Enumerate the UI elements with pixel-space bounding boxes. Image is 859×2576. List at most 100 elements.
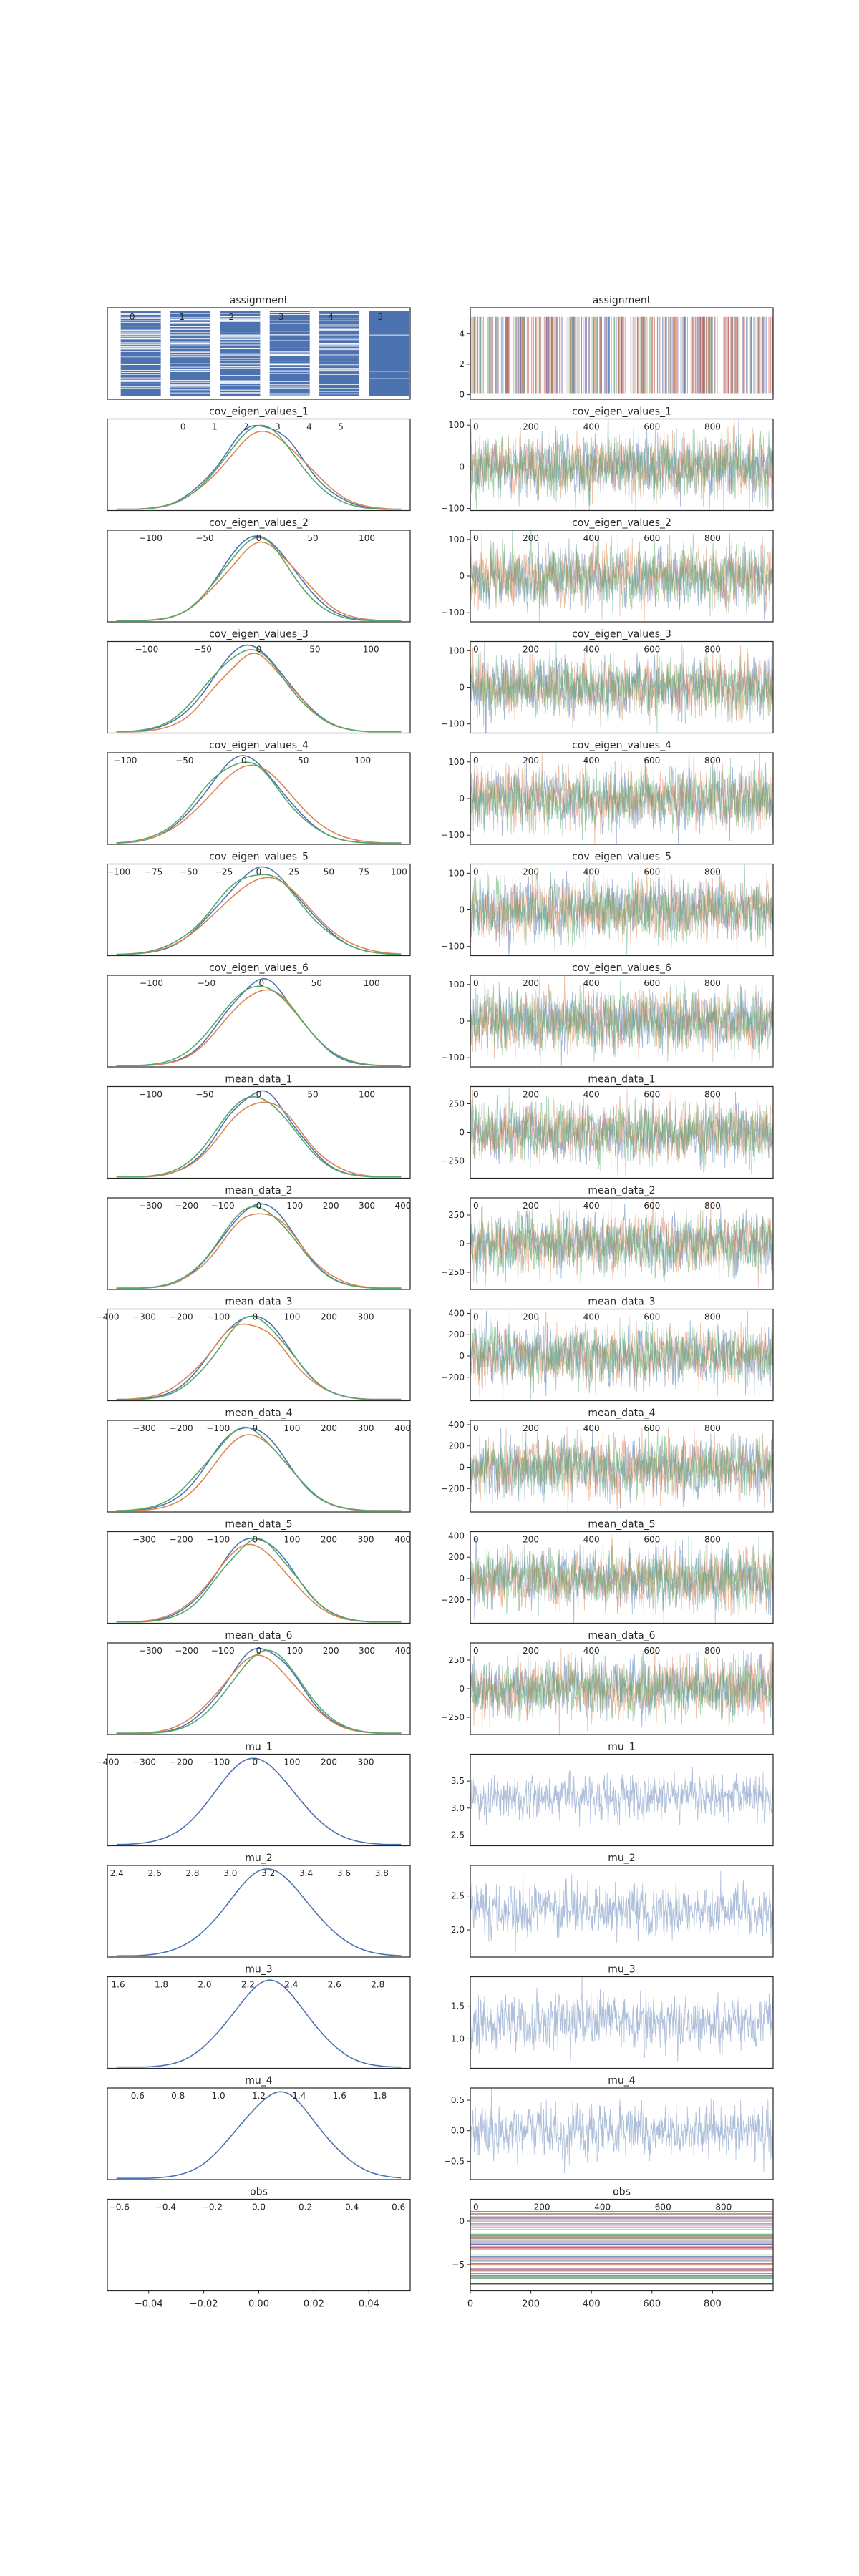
left-panel-cov_eigen_values_5: cov_eigen_values_5 −100 −75 −50 −25 0 25 50 75 10… — [107, 852, 411, 957]
left-xtick-label: 300 — [359, 1201, 375, 1211]
right-ytick-label: 250 — [448, 1099, 465, 1109]
right-xtick-label: 600 — [644, 1535, 660, 1545]
kde-line-chain_1 — [116, 644, 402, 733]
left-xtick-label: 5 — [378, 312, 384, 322]
right-xtick-label: 600 — [644, 1201, 660, 1211]
right-panel-cov_eigen_values_3: cov_eigen_values_3 100 0 −100 0 200 400 600 800 — [441, 629, 774, 734]
kde-line-chain_1 — [116, 866, 402, 955]
left-xtick-label: 1.6 — [333, 2091, 346, 2101]
left-panel-title: obs — [250, 2187, 268, 2198]
kde-line-chain_1 — [116, 1647, 402, 1734]
left-xtick-label: 0 — [253, 1757, 258, 1767]
right-xtick-label: 0 — [473, 1090, 479, 1100]
right-panel-data — [470, 1309, 773, 1400]
right-ytick-label: 0 — [459, 2216, 465, 2226]
right-panel-title: cov_eigen_values_3 — [572, 629, 671, 640]
right-panel-title: mu_3 — [608, 1964, 635, 1976]
left-xtick-label: −100 — [211, 1646, 235, 1656]
right-xtick-label: 200 — [523, 978, 539, 988]
right-ytick-label: 100 — [448, 645, 465, 655]
right-xtick-label: 200 — [523, 1423, 539, 1433]
right-xtick-label: 600 — [644, 978, 660, 988]
left-xtick-label: 50 — [307, 533, 318, 543]
right-xtick-label: 600 — [644, 1090, 660, 1100]
right-ytick-label: 0 — [459, 1239, 465, 1249]
left-xtick-label: 1.0 — [212, 2091, 225, 2101]
left-xtick-label: 200 — [321, 1535, 337, 1545]
right-xtick-label: 800 — [704, 1201, 721, 1211]
right-panel-data — [470, 864, 773, 956]
left-xtick-label: 2.8 — [371, 1980, 384, 1990]
right-xtick-label: 600 — [644, 645, 660, 655]
kde-line-chain_3 — [116, 537, 402, 622]
trace-line-chain_3 — [470, 864, 773, 955]
left-panel-frame — [107, 752, 411, 845]
left-xtick-label: −50 — [180, 867, 198, 877]
right-xtick-label: 400 — [583, 978, 600, 988]
left-panel-mu_3: mu_3 1.6 1.8 2.0 2.2 2.4 2.6 2.8 — [107, 1964, 411, 2069]
right-ytick-label: 0 — [459, 794, 465, 804]
kde-line-chain_2 — [116, 1434, 402, 1511]
left-xtick-label: 3.8 — [375, 1868, 389, 1878]
left-top-xtick-label: 0.2 — [299, 2202, 312, 2212]
right-panel-title: obs — [613, 2187, 631, 2198]
right-ytick-label: −100 — [441, 608, 465, 618]
right-xtick-label: 400 — [583, 645, 600, 655]
left-xtick-label: 5 — [338, 422, 344, 432]
left-xtick-label: 1.2 — [252, 2091, 266, 2101]
left-xtick-label: 0 — [259, 978, 265, 988]
trace-line-chain_3 — [470, 1088, 773, 1176]
left-xtick-label: 100 — [391, 867, 407, 877]
right-ytick-label: 0 — [459, 571, 465, 581]
left-panel-frame — [107, 640, 411, 734]
kde-line-chain_1 — [116, 1315, 402, 1400]
left-xtick-label: 75 — [359, 867, 369, 877]
right-panel-mean_data_6: mean_data_6 250 0 −250 0 200 400 600 800 — [441, 1630, 774, 1735]
left-xtick-label: 4 — [306, 422, 312, 432]
left-panel-frame — [107, 1642, 411, 1735]
right-panel-title: cov_eigen_values_4 — [572, 740, 671, 751]
right-ytick-label: 0.5 — [451, 2095, 465, 2105]
right-panel-mean_data_3: mean_data_3 400 200 0 −200 0 200 400 600 800 — [441, 1297, 774, 1402]
left-xtick-label: 100 — [283, 1757, 300, 1767]
right-panel-title: mean_data_4 — [588, 1407, 655, 1419]
kde-line-chain_3 — [116, 1538, 402, 1623]
right-xtick-label: 200 — [523, 1312, 539, 1322]
left-panel-title: cov_eigen_values_2 — [209, 517, 309, 529]
trace-line-chain_1 — [470, 532, 773, 620]
left-xtick-label: 100 — [359, 533, 375, 543]
left-xtick-label: 3.0 — [223, 1868, 237, 1878]
right-xtick-label: 0 — [473, 533, 479, 543]
left-xtick-label: 0.8 — [171, 2091, 185, 2101]
left-panel-mean_data_6: mean_data_6 −300 −200 −100 0 100 200 300 400 — [107, 1630, 411, 1735]
left-xtick-label: −50 — [195, 1090, 213, 1100]
right-panel-assignment: assignment 0 2 4 — [459, 295, 774, 400]
right-ytick-label: 200 — [448, 1441, 465, 1451]
left-top-xtick-label: 0.0 — [252, 2202, 266, 2212]
right-panel-obs: obs 0 200 400 600 800 0 −5 0 200 400 600 800 — [452, 2187, 774, 2310]
right-panel-data — [470, 1088, 773, 1176]
right-ytick-label: 4 — [459, 328, 465, 338]
left-xtick-label: −100 — [206, 1535, 230, 1545]
left-panel-title: mean_data_1 — [225, 1074, 292, 1085]
right-panel-mean_data_5: mean_data_5 400 200 0 −200 0 200 400 600 800 — [441, 1519, 774, 1624]
kde-line-chain_2 — [116, 877, 402, 955]
left-xtick-label: 0 — [130, 312, 135, 322]
kde-line-chain_3 — [116, 1649, 402, 1734]
left-panel-title: mean_data_5 — [225, 1519, 292, 1531]
left-xtick-label: −100 — [206, 1423, 230, 1433]
left-panel-mean_data_3: mean_data_3−400 −300 −200 −100 0 100 200 300 — [96, 1297, 411, 1402]
trace-line-chain_3 — [470, 1649, 773, 1730]
left-panel-title: cov_eigen_values_6 — [209, 962, 309, 974]
left-panel-title: cov_eigen_values_5 — [209, 852, 309, 863]
trace-line-chain_1 — [470, 1870, 773, 1953]
left-panel-assignment: assignment 0 1 2 3 4 5 — [107, 295, 411, 400]
trace-line-chain_3 — [470, 1199, 773, 1283]
left-panel-title: mu_1 — [245, 1742, 272, 1753]
left-xtick-label: 3.4 — [299, 1868, 313, 1878]
right-panel-frame — [470, 307, 774, 400]
left-top-xtick-label: 0.6 — [392, 2202, 405, 2212]
kde-line-chain_3 — [116, 1315, 402, 1400]
right-xtick-label: 0 — [473, 1535, 479, 1545]
left-panel-title: mean_data_2 — [225, 1185, 292, 1196]
